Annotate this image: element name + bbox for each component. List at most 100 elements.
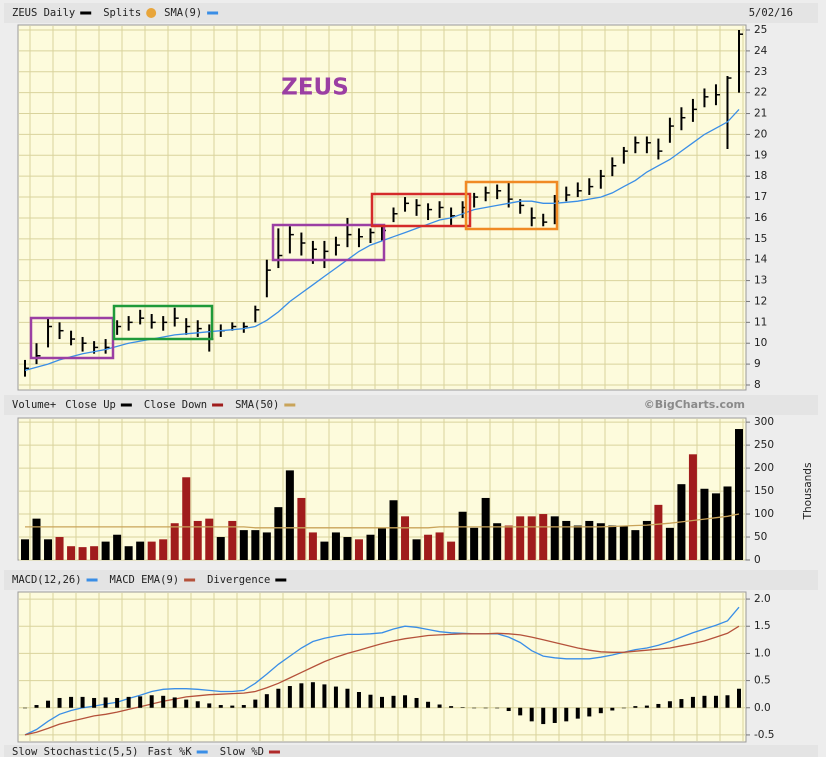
bar xyxy=(368,694,373,708)
bar xyxy=(80,696,85,708)
bar xyxy=(690,696,695,708)
highlight-box xyxy=(464,180,559,231)
bar xyxy=(32,518,41,560)
bar xyxy=(322,684,327,708)
bar xyxy=(631,530,640,560)
bar xyxy=(539,514,548,560)
y-tick-label: 15 xyxy=(754,233,767,245)
bar xyxy=(90,546,99,560)
bar xyxy=(654,504,663,560)
bar xyxy=(366,534,375,560)
bar xyxy=(711,493,720,560)
y-tick-label: 16 xyxy=(754,212,768,224)
bar xyxy=(619,525,628,560)
bar xyxy=(391,695,396,708)
y-tick-label: 250 xyxy=(754,439,774,451)
header-band xyxy=(4,3,818,23)
y-tick-label: 0 xyxy=(754,554,761,566)
bar xyxy=(195,701,200,708)
bar xyxy=(299,683,304,708)
bar xyxy=(564,707,569,722)
bar xyxy=(216,537,225,560)
bar xyxy=(414,697,419,708)
y-tick-label: 300 xyxy=(754,416,774,428)
bar xyxy=(285,470,294,560)
bar xyxy=(274,507,283,560)
bar xyxy=(55,537,64,560)
header-band xyxy=(4,745,818,757)
bar xyxy=(426,701,431,708)
bar xyxy=(147,541,156,560)
bar xyxy=(253,699,258,708)
bar xyxy=(103,697,108,708)
bar xyxy=(516,516,525,560)
bar xyxy=(297,497,306,560)
bar xyxy=(495,707,500,709)
bar xyxy=(46,700,51,708)
bar xyxy=(262,532,271,560)
bar xyxy=(562,520,571,560)
price-plot xyxy=(17,24,747,391)
legend-swatch xyxy=(196,750,208,754)
bar xyxy=(403,695,408,708)
bar xyxy=(610,707,615,711)
bar xyxy=(124,546,133,560)
legend-label: MACD EMA(9) xyxy=(110,574,180,586)
y-tick-label: 20 xyxy=(754,128,767,140)
highlight-boxes xyxy=(29,180,559,360)
bar xyxy=(308,532,317,560)
legend-label: Slow Stochastic(5,5) xyxy=(12,746,138,757)
bar xyxy=(552,707,557,723)
bar xyxy=(333,686,338,708)
bar xyxy=(207,703,212,708)
legend-swatch xyxy=(80,11,92,15)
bar xyxy=(78,547,87,560)
bar xyxy=(656,703,661,708)
highlight-box xyxy=(370,192,472,228)
bar xyxy=(356,692,361,708)
y-tick-label: 9 xyxy=(754,358,761,370)
macd-plot xyxy=(17,591,747,743)
y-tick-label: -0.5 xyxy=(754,729,775,741)
bar xyxy=(506,707,511,712)
bar xyxy=(713,695,718,708)
bar xyxy=(218,705,223,708)
bar xyxy=(23,707,27,709)
legend-label: Fast %K xyxy=(147,746,192,757)
splits-label: Splits xyxy=(103,7,141,19)
y-tick-label: 12 xyxy=(754,295,767,307)
bar xyxy=(608,525,617,560)
legend-swatch xyxy=(268,750,280,754)
bar xyxy=(702,695,707,708)
bar xyxy=(688,454,697,560)
bar xyxy=(320,541,329,560)
bar xyxy=(449,706,454,708)
bar xyxy=(170,523,179,560)
legend-label: ZEUS Daily xyxy=(12,7,75,19)
bar xyxy=(437,704,442,708)
bar xyxy=(447,541,456,560)
bar xyxy=(527,516,536,560)
y-tick-label: 23 xyxy=(754,66,767,78)
highlight-box xyxy=(271,223,386,262)
bar xyxy=(21,539,29,560)
bar xyxy=(481,497,490,560)
bar xyxy=(541,707,546,725)
y-tick-label: 0.5 xyxy=(754,675,771,687)
bar xyxy=(69,696,74,708)
bar xyxy=(182,477,191,560)
legend-label: Close Down xyxy=(144,399,207,411)
vertical-grid xyxy=(29,26,744,741)
bar xyxy=(228,520,237,560)
bar xyxy=(92,697,97,708)
y-tick-label: 200 xyxy=(754,462,774,474)
bar xyxy=(424,534,433,560)
legend-title: Volume+ xyxy=(12,399,56,411)
legend-label: Slow %D xyxy=(220,746,264,757)
y-tick-label: 17 xyxy=(754,191,767,203)
y-tick-label: 10 xyxy=(754,337,767,349)
bar xyxy=(587,707,592,717)
bar xyxy=(725,695,730,708)
header-band xyxy=(4,395,818,415)
